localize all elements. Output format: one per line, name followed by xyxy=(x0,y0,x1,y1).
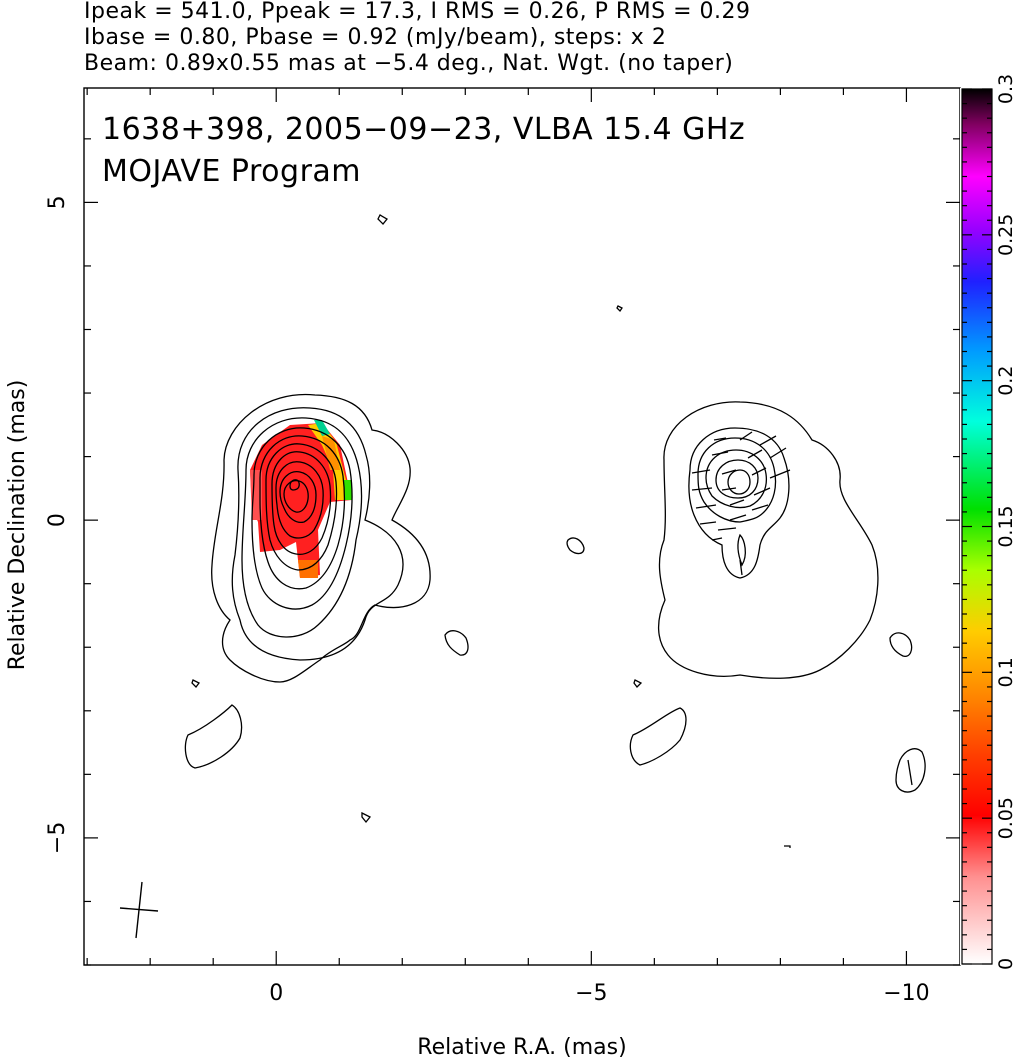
beam-indicator xyxy=(119,881,159,939)
colorbar-ticks xyxy=(962,88,992,965)
colorbar-label: 0.1 xyxy=(995,657,1017,687)
y-axis-label: Relative Declination (mas) xyxy=(5,380,30,671)
axis-ticks xyxy=(84,88,960,966)
contours-right xyxy=(566,305,926,848)
map-subtitle: MOJAVE Program xyxy=(102,154,362,189)
y-tick-label: −5 xyxy=(45,822,70,854)
map-title: 1638+398, 2005−09−23, VLBA 15.4 GHz xyxy=(102,112,746,147)
x-tick-label: −10 xyxy=(883,981,929,1006)
x-tick-label: −5 xyxy=(575,981,607,1006)
header-line-1: Ipeak = 541.0, Ppeak = 17.3, I RMS = 0.2… xyxy=(84,0,751,24)
colorbar-label: 0.25 xyxy=(995,214,1017,256)
header-line-2: Ibase = 0.80, Pbase = 0.92 (mJy/beam), s… xyxy=(84,25,667,50)
colorbar-label: 0 xyxy=(995,958,1017,970)
map-content xyxy=(119,214,926,939)
y-tick-label: 0 xyxy=(45,513,70,527)
contours-left xyxy=(184,214,469,824)
colorbar-label: 0.05 xyxy=(995,797,1017,839)
colorbar-label: 0.15 xyxy=(995,505,1017,547)
x-axis-label: Relative R.A. (mas) xyxy=(417,1035,626,1060)
y-tick-label: 5 xyxy=(45,195,70,209)
plot-frame xyxy=(83,87,961,966)
colorbar-label: 0.2 xyxy=(995,366,1017,396)
header-line-3: Beam: 0.89x0.55 mas at −5.4 deg., Nat. W… xyxy=(84,51,734,76)
polarization-vectors xyxy=(691,431,913,786)
colorbar-label: 0.3 xyxy=(995,74,1017,104)
x-tick-label: 0 xyxy=(269,981,283,1006)
